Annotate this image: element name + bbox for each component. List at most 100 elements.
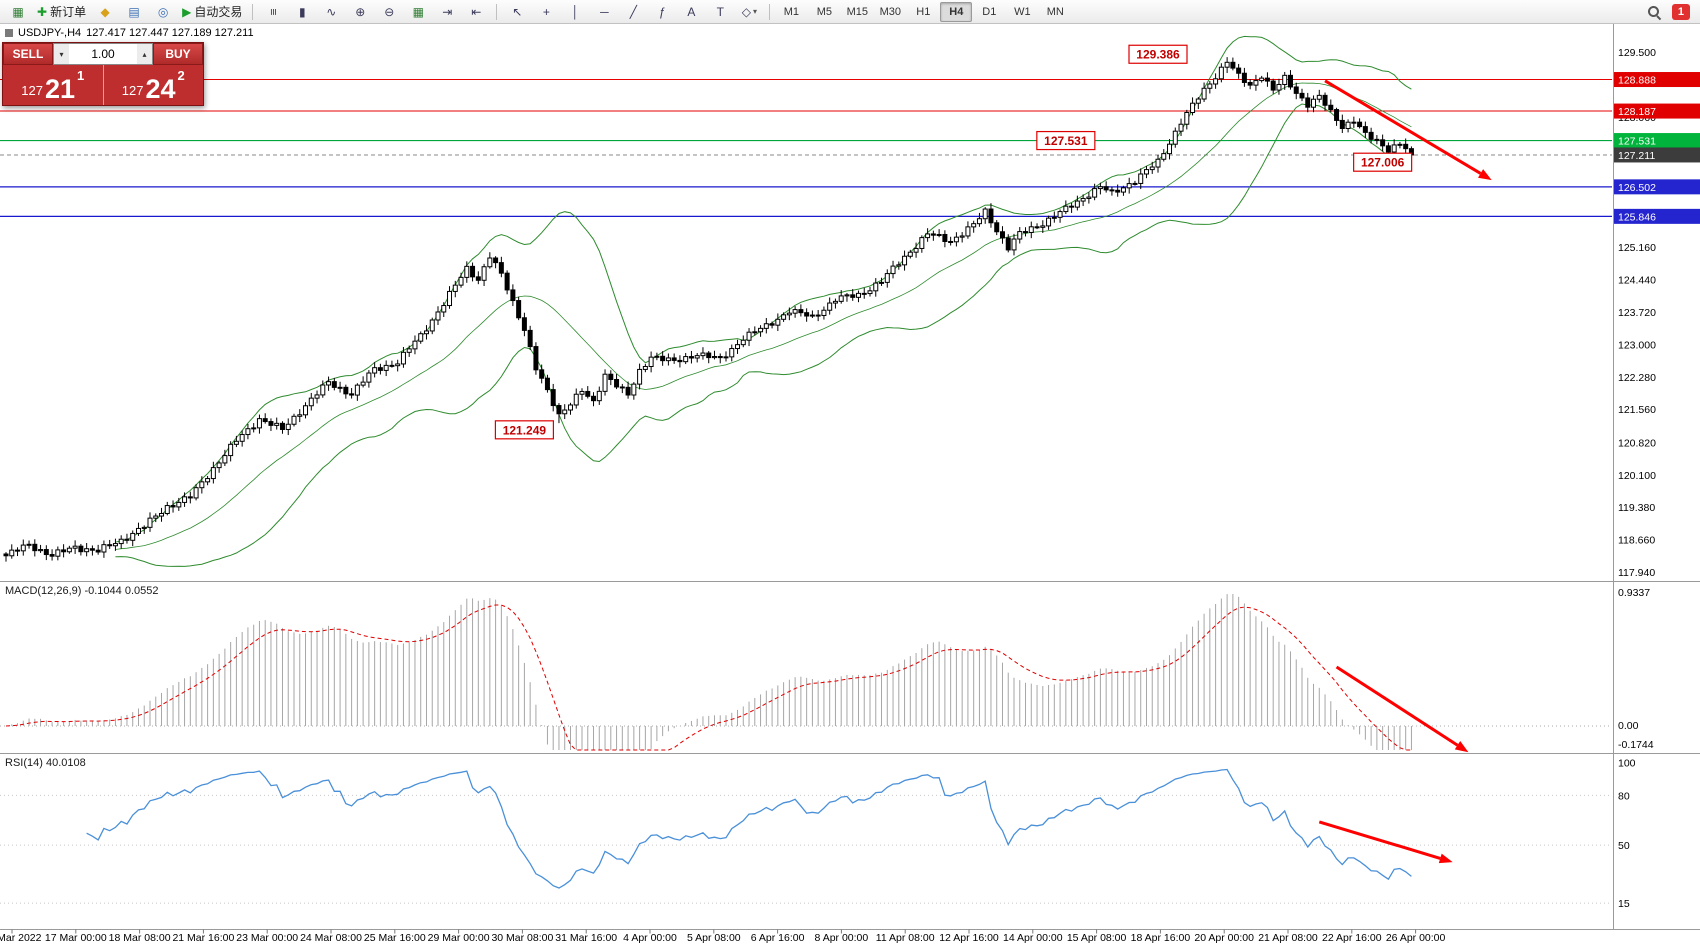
price-axis-badge	[1614, 72, 1700, 88]
zoom-in-icon-glyph: ⊕	[355, 4, 366, 19]
line-chart-icon[interactable]: ∿	[317, 1, 345, 23]
macd-axis-tick: 0.9337	[1618, 587, 1650, 599]
price-axis-tick: 119.380	[1618, 502, 1655, 514]
price-axis-tick: 125.160	[1618, 242, 1656, 254]
time-axis-label: 16 Mar 2022	[0, 932, 42, 944]
search-icon	[1647, 5, 1661, 19]
price-axis-tick: 124.440	[1618, 275, 1656, 287]
timeframe-m1[interactable]: M1	[783, 5, 799, 18]
volume-decrease-button[interactable]: ▾	[54, 44, 69, 64]
annotation-text: 127.531	[1044, 134, 1088, 148]
timeframe-w1[interactable]: W1	[1014, 5, 1031, 18]
ask-pips: 24	[145, 73, 176, 104]
data-window-icon[interactable]: ◎	[149, 1, 177, 23]
bollinger-lower-band	[115, 103, 1412, 567]
price-axis: 129.500128.060125.160124.440123.720123.0…	[1614, 47, 1700, 579]
volume-stepper: ▾ ▴	[53, 43, 153, 65]
time-axis-label: 30 Mar 08:00	[491, 932, 553, 944]
data-window-icon-glyph: ◎	[157, 4, 169, 19]
rsi-axis-tick: 50	[1618, 840, 1630, 852]
time-axis-label: 31 Mar 16:00	[555, 932, 617, 944]
toolbar-separator	[252, 3, 254, 20]
time-axis-label: 29 Mar 00:00	[428, 932, 490, 944]
candlestick-chart-icon[interactable]: ▮	[288, 1, 316, 23]
candlestick-series	[3, 57, 1414, 562]
ask-price[interactable]: 127 24 2	[104, 65, 204, 105]
time-axis-label: 5 Apr 08:00	[687, 932, 741, 944]
horizontal-price-lines[interactable]	[0, 79, 1612, 217]
market-watch-icon-glyph: ▤	[128, 4, 140, 19]
price-axis-badge	[1614, 179, 1700, 195]
notification-badge[interactable]: 1	[1671, 3, 1690, 20]
app-icon[interactable]: ▦	[4, 1, 32, 23]
macd-axis-tick: -0.1744	[1618, 739, 1654, 751]
tile-windows-icon[interactable]: ▦	[404, 1, 432, 23]
annotation-box-129.386	[1128, 44, 1188, 64]
downtrend-arrow-macd[interactable]	[1335, 665, 1469, 753]
time-axis-label: 11 Apr 08:00	[876, 932, 935, 944]
zoom-in-icon[interactable]: ⊕	[346, 1, 374, 23]
price-axis-tick: 120.820	[1618, 437, 1656, 449]
fibonacci-icon-glyph: ƒ	[658, 4, 666, 19]
trendline-icon[interactable]: ╱	[619, 1, 647, 23]
price-annotations[interactable]: 129.386 127.531 127.006 121.249	[494, 44, 1413, 440]
price-axis-tick: 129.500	[1618, 47, 1656, 59]
market-watch-icon[interactable]: ▤	[120, 1, 148, 23]
vertical-line-icon[interactable]: │	[561, 1, 589, 23]
timeframe-d1[interactable]: D1	[982, 5, 997, 18]
time-axis-label: 23 Mar 00:00	[236, 932, 298, 944]
annotation-box-127.531	[1036, 130, 1096, 151]
timeframe-mn[interactable]: MN	[1046, 5, 1064, 18]
crosshair-icon-glyph: +	[542, 4, 550, 19]
downtrend-arrow-price[interactable]	[1324, 79, 1492, 181]
timeframe-m15[interactable]: M15	[846, 5, 869, 18]
bar-chart-icon[interactable]: ≡	[259, 1, 287, 23]
timeframe-m30[interactable]: M30	[879, 5, 902, 18]
price-axis-tick: 117.940	[1618, 567, 1655, 579]
time-axis-label: 22 Apr 16:00	[1322, 932, 1382, 944]
auto-scroll-icon[interactable]: ⇥	[433, 1, 461, 23]
new-order-button-glyph: ✚	[37, 4, 48, 19]
macd-axis-tick: 0.00	[1618, 720, 1639, 732]
timeframe-h4[interactable]: H4	[940, 1, 973, 22]
rsi-indicator-label: RSI(14) 40.0108	[5, 757, 86, 769]
timeframe-m5[interactable]: M5	[816, 5, 832, 18]
price-axis-tick: 118.660	[1618, 535, 1655, 547]
text-label-icon[interactable]: T	[706, 1, 734, 23]
timeframe-h1[interactable]: H1	[916, 5, 931, 18]
time-axis-label: 15 Apr 08:00	[1067, 932, 1127, 944]
crosshair-icon[interactable]: +	[532, 1, 560, 23]
time-axis-label: 8 Apr 00:00	[815, 932, 869, 944]
shapes-icon[interactable]: ◇ ▾	[735, 1, 763, 23]
time-axis-label: 26 Apr 00:00	[1386, 932, 1446, 944]
shapes-icon-glyph: ◇	[741, 4, 751, 19]
zoom-out-icon[interactable]: ⊖	[375, 1, 403, 23]
sell-button[interactable]: SELL	[3, 43, 53, 65]
volume-input[interactable]	[69, 44, 137, 64]
new-order-button[interactable]: ✚ 新订单	[33, 1, 90, 23]
autotrading-button[interactable]: ▶ 自动交易	[178, 1, 246, 23]
fibonacci-icon[interactable]: ƒ	[648, 1, 676, 23]
time-axis-label: 25 Mar 16:00	[364, 932, 426, 944]
price-axis-tick: 121.560	[1618, 404, 1656, 416]
new-order-button-label: 新订单	[50, 5, 87, 19]
bid-fraction: 1	[77, 68, 85, 83]
timeframe-toolbar: M1 M5 M15 M30 H1 H4 D1 W1 MN	[775, 1, 1071, 22]
volume-increase-button[interactable]: ▴	[137, 44, 152, 64]
price-axis-badge-label: 128.888	[1618, 75, 1656, 87]
horizontal-line-icon[interactable]: ─	[590, 1, 618, 23]
buy-button[interactable]: BUY	[153, 43, 203, 65]
price-axis-badge-label: 127.531	[1618, 136, 1656, 148]
autotrading-button-glyph: ▶	[182, 4, 192, 19]
search-button[interactable]	[1640, 1, 1668, 23]
chart-symbol-period: USDJPY-,H4	[18, 27, 82, 39]
chart-shift-icon[interactable]: ⇤	[462, 1, 490, 23]
cursor-icon[interactable]: ↖	[503, 1, 531, 23]
time-axis-label: 24 Mar 08:00	[300, 932, 362, 944]
chart-profiles-icon[interactable]: ◆	[91, 1, 119, 23]
auto-scroll-icon-glyph: ⇥	[442, 4, 453, 19]
bid-price[interactable]: 127 21 1	[3, 65, 104, 105]
downtrend-arrow-rsi[interactable]	[1318, 820, 1453, 864]
text-icon[interactable]: A	[677, 1, 705, 23]
